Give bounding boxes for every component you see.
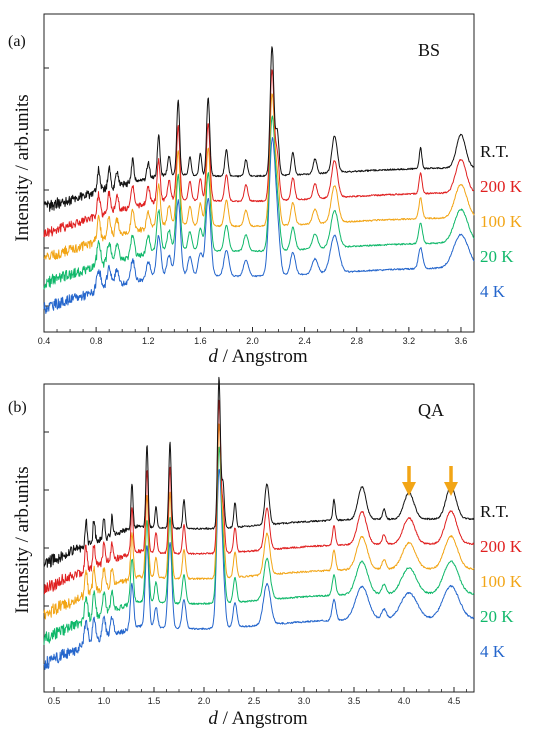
highlight-arrow: [402, 466, 416, 496]
panel-a-yticks: [44, 67, 49, 307]
panel-b-ylabel: Intensity / arb.units: [12, 466, 33, 613]
legend-label: 4 K: [480, 282, 506, 301]
x-tick-label: 3.2: [403, 336, 416, 346]
panel-b-yticks: [44, 431, 49, 665]
series-line: [43, 69, 475, 237]
panel-b-series: [43, 376, 475, 670]
legend-label: 4 K: [480, 642, 506, 661]
legend-label: 100 K: [480, 572, 523, 591]
x-tick-label: 0.5: [48, 696, 61, 706]
highlight-arrow: [444, 466, 458, 496]
panel-a-label: (a): [8, 33, 26, 50]
panel-a-xlabel-text: / Angstrom: [218, 346, 308, 367]
panel-a-xlabel: d / Angstrom: [208, 346, 307, 367]
panel-b-xlabel-italic: d: [208, 708, 218, 729]
x-tick-label: 1.0: [98, 696, 111, 706]
panel-b-xticks: 0.5 1.0 1.5 2.0 2.5 3.0 3.5 4.0 4.5: [48, 687, 467, 706]
x-tick-label: 4.0: [398, 696, 411, 706]
series-line: [43, 46, 474, 212]
x-tick-label: 2.8: [350, 336, 363, 346]
series-line: [43, 423, 475, 620]
panel-b-arrows: [402, 466, 458, 496]
panel-a-legend: R.T. 200 K 100 K 20 K 4 K: [480, 142, 523, 301]
panel-a-xticks: 0.4 0.8 1.2 1.6 2.0 2.4 2.8 3.2 3.6: [38, 327, 467, 346]
series-line: [43, 115, 475, 290]
panel-a-xlabel-italic: d: [208, 346, 218, 367]
panel-a: (a) BS Intensity / arb.units d / Angstro…: [8, 13, 523, 367]
panel-b-frame: [43, 383, 475, 693]
panel-b-sample-label: QA: [418, 400, 444, 420]
x-tick-label: 2.5: [248, 696, 261, 706]
x-tick-label: 4.5: [448, 696, 461, 706]
x-tick-label: 1.6: [194, 336, 207, 346]
panel-a-frame: [43, 13, 475, 333]
x-tick-label: 3.6: [455, 336, 468, 346]
x-tick-label: 2.0: [198, 696, 211, 706]
legend-label: R.T.: [480, 142, 509, 161]
x-tick-label: 0.8: [90, 336, 103, 346]
panel-a-series: [43, 46, 475, 314]
panel-a-sample-label: BS: [418, 40, 440, 60]
series-line: [43, 137, 475, 314]
series-line: [43, 93, 475, 260]
x-tick-label: 1.2: [142, 336, 155, 346]
legend-label: 100 K: [480, 212, 523, 231]
x-tick-label: 0.4: [38, 336, 51, 346]
series-line: [43, 399, 475, 595]
panel-a-ylabel: Intensity / arb.units: [12, 94, 33, 241]
series-line: [43, 376, 475, 568]
x-tick-label: 1.5: [148, 696, 161, 706]
legend-label: 20 K: [480, 247, 514, 266]
legend-label: 200 K: [480, 177, 523, 196]
x-tick-label: 3.0: [298, 696, 311, 706]
panel-b: (b) QA Intensity / arb.units d / Angstro…: [8, 376, 523, 729]
legend-label: 200 K: [480, 537, 523, 556]
x-tick-label: 2.4: [298, 336, 311, 346]
panel-b-legend: R.T. 200 K 100 K 20 K 4 K: [480, 502, 523, 661]
x-tick-label: 2.0: [246, 336, 259, 346]
series-line: [43, 468, 475, 670]
panel-b-xlabel: d / Angstrom: [208, 708, 307, 729]
x-tick-label: 3.5: [348, 696, 361, 706]
series-line: [43, 446, 475, 645]
panel-b-xlabel-text: / Angstrom: [218, 708, 308, 729]
legend-label: 20 K: [480, 607, 514, 626]
panel-b-label: (b): [8, 399, 27, 416]
legend-label: R.T.: [480, 502, 509, 521]
